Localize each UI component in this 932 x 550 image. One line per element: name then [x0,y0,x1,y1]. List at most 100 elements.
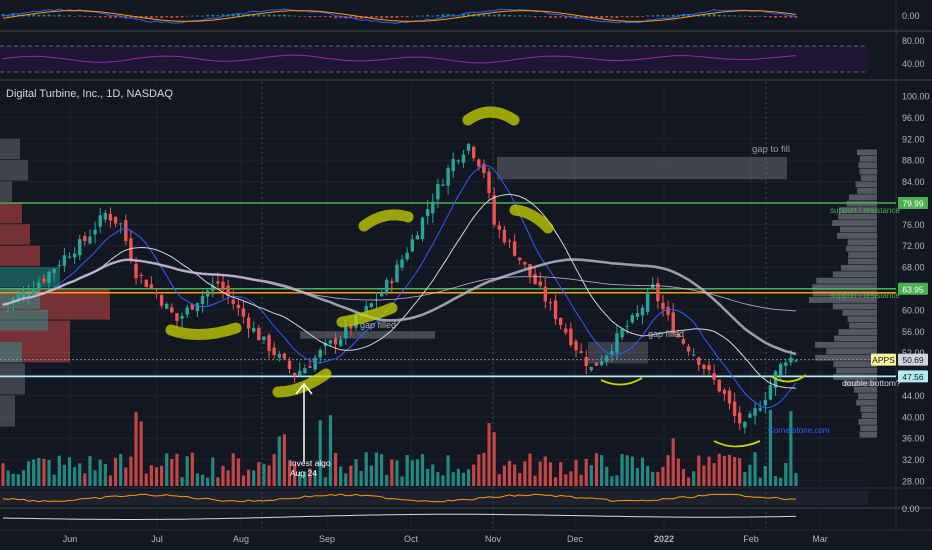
candle-body [292,372,297,377]
volume-bar [559,462,563,486]
candle-body [492,195,496,225]
volume-profile-bar [808,297,877,303]
macd-histogram-bar [554,16,557,18]
volume-profile-bar [833,361,877,368]
bottom-arc [713,440,761,448]
macd-histogram-bar [784,16,788,18]
macd-histogram-bar [733,15,737,17]
volume-bar [426,468,430,486]
volume-bar [676,458,680,486]
candle-body [211,285,215,291]
candle-body [615,333,619,353]
volume-profile-bar [855,181,877,188]
time-axis-tick: Oct [404,534,419,544]
volume-profile-bar [847,239,877,246]
candle-body [154,291,159,294]
macd-histogram-bar [73,16,77,17]
macd-histogram-bar [32,14,36,17]
annotation-label: gap filled [360,320,396,330]
gap-zones [300,156,787,364]
price-axis-tick: 96.00 [902,113,925,123]
rsi-line [2,54,797,64]
candle-body [743,421,747,428]
candle-body [298,371,302,376]
candle-body [129,238,133,261]
volume-profile-bar [859,431,877,438]
volume-profile-bar [846,245,877,252]
invest-arrow-head [295,382,313,395]
candle-body [400,259,404,268]
volume-profile-bar [814,341,877,348]
volume-bar [287,460,292,486]
candle-body [574,341,578,351]
volume-profile-bar [838,329,877,335]
candle-body [778,364,783,376]
candle-body [379,291,384,297]
volume-profile-bar [839,226,877,233]
volume-profile-bar [860,406,877,412]
volume-profile-bar [0,320,70,363]
candle-body [441,184,445,186]
volume-bar [313,471,317,486]
macd-histogram-bar [293,15,297,17]
volume-bar [528,453,532,486]
volume-profile-bar [844,380,877,387]
volume-bar [267,465,271,486]
candle-body [47,271,51,284]
macd-histogram-bar [728,15,731,17]
volume-profile-bar [858,393,877,400]
macd-histogram-bar [738,15,742,17]
candle-body [635,313,640,317]
macd-histogram-bar [600,16,603,19]
volume-bar [134,411,138,486]
macd-histogram-bar [605,16,609,18]
candle-body [579,351,583,353]
macd-histogram-bar [543,16,547,17]
price-tag-value: 79.99 [902,198,924,208]
candle-body [385,279,389,294]
macd-histogram-bar [502,14,506,17]
macd-histogram-bar [68,15,71,17]
candle-body [405,252,409,260]
time-axis-tick: Nov [485,534,502,544]
macd-histogram-bar [170,16,174,18]
candle-body [344,326,348,339]
volume-bar [779,477,783,486]
highlight-stroke [336,302,398,328]
macd-histogram-bar [380,16,383,19]
annotation-label: support / resistance [830,291,900,300]
candle-body [681,339,686,344]
ma-20-line [2,193,797,389]
candle-body [425,209,430,217]
volume-profile-bar [856,399,877,406]
candle-body [170,307,174,313]
macd-histogram-bar [533,16,537,18]
candle-body [661,302,665,310]
volume-bar [758,477,762,486]
macd-histogram-bar [52,15,56,17]
macd-histogram-bar [364,16,368,18]
macd-histogram-bar [753,16,757,17]
volume-bar [11,473,15,486]
candle-body [415,235,420,240]
candle-body [88,236,92,244]
candle-body [175,313,179,321]
volume-profile-bar [0,395,15,427]
candle-body [727,390,732,404]
candle-body [272,347,276,355]
candle-body [37,282,41,290]
volume-bar [497,474,501,486]
time-axis-tick: Jul [151,534,163,544]
candle-body [594,362,599,366]
volume-profile-bar [841,264,877,271]
candle-body [62,255,67,266]
macd-histogram-bar [190,15,194,17]
volume-bar [364,452,368,486]
time-axis-tick: Dec [567,534,584,544]
candle-body [482,163,486,174]
macd-histogram-bar [610,16,614,18]
time-axis[interactable]: Jun Jul Aug Sep Oct Nov Dec 2022 Feb Mar [63,534,828,544]
candle-body [553,300,558,320]
volume-bar [78,463,82,486]
